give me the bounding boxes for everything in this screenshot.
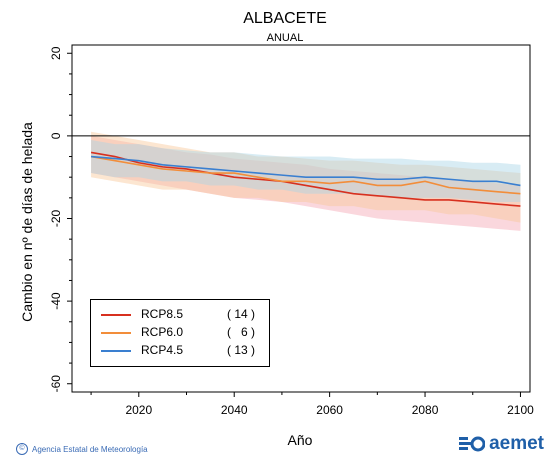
legend-item-rcp45: RCP4.5 ( 13 ) [91,343,269,359]
legend-count-rcp45: ( 13 ) [227,343,256,357]
series-line-rcp60 [90,155,521,195]
x-tick-label: 2020 [125,403,152,417]
series-line-rcp85 [90,151,521,207]
legend-label-rcp85: RCP8.5 [141,307,184,321]
x-tick-label: 2080 [412,403,439,417]
aemet-logo-text: aemet [489,433,544,454]
y-tick-label: 0 [49,132,63,139]
legend-swatch-rcp45 [101,350,131,352]
legend-label-rcp60: RCP6.0 [141,325,184,339]
legend-item-rcp60: RCP6.0 ( 6 ) [91,325,269,341]
y-tick-label: -40 [49,292,63,310]
band-rcp45 [91,140,521,202]
x-tick-label: 2060 [316,403,343,417]
legend: RCP8.5 ( 14 ) RCP6.0 ( 6 ) RCP4.5 ( 13 ) [90,299,270,367]
x-axis-label: Año [287,432,313,448]
series-line-rcp45 [91,155,521,187]
legend-swatch-rcp85 [101,314,131,316]
legend-swatch-rcp60 [101,332,131,334]
y-axis-label: Cambio en nº de días de helada [19,122,35,322]
chart-subtitle: ANUAL [266,32,304,44]
chart-title: ALBACETE [243,10,327,27]
copyright-icon: © [16,443,28,455]
y-tick-label: -20 [49,210,63,228]
legend-label-rcp45: RCP4.5 [141,343,184,357]
band-rcp85 [91,135,521,231]
legend-item-rcp85: RCP8.5 ( 14 ) [91,307,269,323]
x-tick-label: 2100 [507,403,534,417]
agency-credit: © Agencia Estatal de Meteorología [16,443,148,455]
x-tick-label: 2040 [221,403,248,417]
aemet-logo-icon [459,436,486,452]
agency-name: Agencia Estatal de Meteorología [32,444,148,454]
legend-count-rcp85: ( 14 ) [227,307,256,321]
y-tick-label: -60 [49,375,63,393]
legend-count-rcp60: ( 6 ) [227,325,256,339]
aemet-logo: aemet [459,433,544,455]
y-tick-label: 20 [49,46,63,60]
